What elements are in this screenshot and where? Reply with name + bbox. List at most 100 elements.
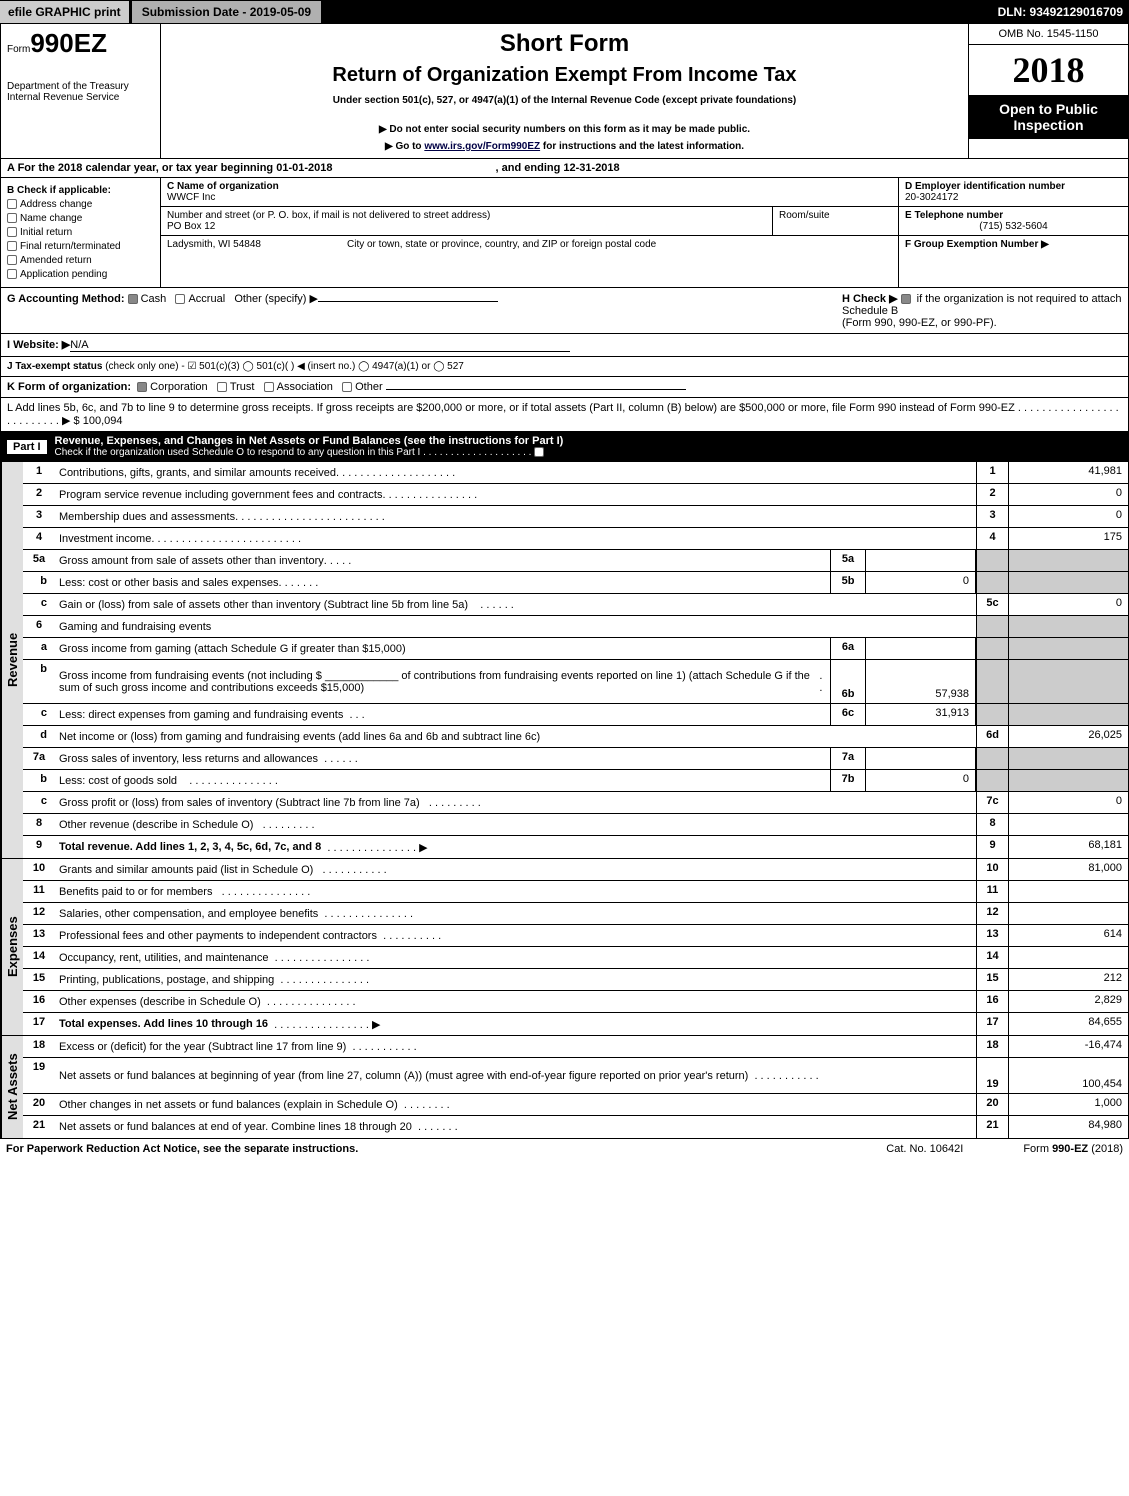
rn16: 16	[976, 991, 1008, 1012]
identity-block: B Check if applicable: Address change Na…	[0, 178, 1129, 288]
row-gh: G Accounting Method: Cash Accrual Other …	[0, 288, 1129, 334]
footer-right: Form 990-EZ (2018)	[1023, 1143, 1123, 1155]
chk-name[interactable]	[7, 213, 17, 223]
d6a: Gross income from gaming (attach Schedul…	[59, 643, 406, 655]
d6: Gaming and fundraising events	[59, 621, 211, 633]
b-final: Final return/terminated	[20, 241, 121, 252]
side-netassets: Net Assets	[1, 1036, 23, 1138]
d18: Excess or (deficit) for the year (Subtra…	[59, 1041, 346, 1053]
l-amt: 100,094	[83, 415, 123, 427]
chk-assoc[interactable]	[264, 382, 274, 392]
goto-link[interactable]: www.irs.gov/Form990EZ	[424, 141, 540, 152]
rv5b-shade	[1008, 572, 1128, 593]
chk-pending[interactable]	[7, 269, 17, 279]
n5b: b	[23, 572, 55, 593]
omb-number: OMB No. 1545-1150	[969, 24, 1128, 45]
d-ein: 20-3024172	[905, 192, 1122, 203]
rv13: 614	[1008, 925, 1128, 946]
chk-trust[interactable]	[217, 382, 227, 392]
row-j: J Tax-exempt status (check only one) - ☑…	[0, 357, 1129, 377]
d2: Program service revenue including govern…	[59, 489, 382, 501]
d7c: Gross profit or (loss) from sales of inv…	[59, 797, 420, 809]
mb7b: 7b	[830, 770, 866, 791]
n2: 2	[23, 484, 55, 505]
mv6b: 57,938	[866, 660, 976, 703]
rv6a-shade	[1008, 638, 1128, 659]
b-amended: Amended return	[20, 255, 92, 266]
rn11: 11	[976, 881, 1008, 902]
rn5a-shade	[976, 550, 1008, 571]
n20: 20	[23, 1094, 55, 1115]
rv1: 41,981	[1008, 462, 1128, 483]
mb5b: 5b	[830, 572, 866, 593]
n12: 12	[23, 903, 55, 924]
b-name: Name change	[20, 213, 82, 224]
chk-part1[interactable]	[534, 447, 544, 457]
n11: 11	[23, 881, 55, 902]
c-label: C Name of organization	[167, 181, 279, 192]
irs-label: Internal Revenue Service	[7, 92, 154, 103]
part1-label: Part I	[7, 440, 47, 454]
goto-text: ▶ Go to www.irs.gov/Form990EZ for instru…	[167, 141, 962, 152]
rv21: 84,980	[1008, 1116, 1128, 1138]
rv5a-shade	[1008, 550, 1128, 571]
chk-addr[interactable]	[7, 199, 17, 209]
chk-other[interactable]	[342, 382, 352, 392]
header-center: Short Form Return of Organization Exempt…	[161, 24, 968, 158]
g-cash: Cash	[141, 293, 167, 305]
h-text2: (Form 990, 990-EZ, or 990-PF).	[842, 317, 997, 329]
rv12	[1008, 903, 1128, 924]
revenue-table: Revenue 1Contributions, gifts, grants, a…	[0, 462, 1129, 859]
header-right: OMB No. 1545-1150 2018 Open to Public In…	[968, 24, 1128, 158]
rn10: 10	[976, 859, 1008, 880]
row-l: L Add lines 5b, 6c, and 7b to line 9 to …	[0, 398, 1129, 432]
k-other-line[interactable]	[386, 389, 686, 390]
rn6b-shade	[976, 660, 1008, 703]
rv19: 100,454	[1008, 1058, 1128, 1093]
efile-label[interactable]: efile GRAPHIC print	[0, 1, 129, 23]
goto-post: for instructions and the latest informat…	[540, 141, 744, 152]
chk-corp[interactable]	[137, 382, 147, 392]
chk-final[interactable]	[7, 241, 17, 251]
n6a: a	[23, 638, 55, 659]
chk-h[interactable]	[901, 294, 911, 304]
rv6b-shade	[1008, 660, 1128, 703]
mv7a	[866, 748, 976, 769]
n7c: c	[23, 792, 55, 813]
k-label: K Form of organization:	[7, 381, 131, 393]
rn7a-shade	[976, 748, 1008, 769]
row-a-begin: 01-01-2018	[276, 162, 332, 174]
n3: 3	[23, 506, 55, 527]
chk-accrual[interactable]	[175, 294, 185, 304]
rv7c: 0	[1008, 792, 1128, 813]
row-a-end: 12-31-2018	[563, 162, 619, 174]
footer: For Paperwork Reduction Act Notice, see …	[0, 1139, 1129, 1159]
row-a-pre: A For the 2018 calendar year, or tax yea…	[7, 162, 276, 174]
row-i: I Website: ▶N/A	[0, 334, 1129, 357]
under-section-text: Under section 501(c), 527, or 4947(a)(1)…	[167, 95, 962, 106]
header-left: Form990EZ Department of the Treasury Int…	[1, 24, 161, 158]
rn3: 3	[976, 506, 1008, 527]
rn14: 14	[976, 947, 1008, 968]
rv2: 0	[1008, 484, 1128, 505]
open-to-public: Open to Public Inspection	[969, 95, 1128, 139]
i-label: I Website: ▶	[7, 339, 70, 351]
part1-header: Part I Revenue, Expenses, and Changes in…	[1, 432, 1128, 461]
chk-amended[interactable]	[7, 255, 17, 265]
chk-cash[interactable]	[128, 294, 138, 304]
form-prefix: Form	[7, 44, 30, 55]
footer-mid: Cat. No. 10642I	[886, 1143, 963, 1155]
g-other-line[interactable]	[318, 301, 498, 302]
d14: Occupancy, rent, utilities, and maintena…	[59, 952, 269, 964]
side-expenses: Expenses	[1, 859, 23, 1035]
col-d-ids: D Employer identification number 20-3024…	[898, 178, 1128, 287]
footer-left: For Paperwork Reduction Act Notice, see …	[6, 1143, 358, 1155]
rv15: 212	[1008, 969, 1128, 990]
n6d: d	[23, 726, 55, 747]
j-label: J Tax-exempt status	[7, 361, 102, 372]
chk-initial[interactable]	[7, 227, 17, 237]
c-room-label: Room/suite	[772, 207, 892, 235]
row-a: A For the 2018 calendar year, or tax yea…	[0, 159, 1129, 178]
expenses-table: Expenses 10Grants and similar amounts pa…	[0, 859, 1129, 1036]
rn5c: 5c	[976, 594, 1008, 615]
